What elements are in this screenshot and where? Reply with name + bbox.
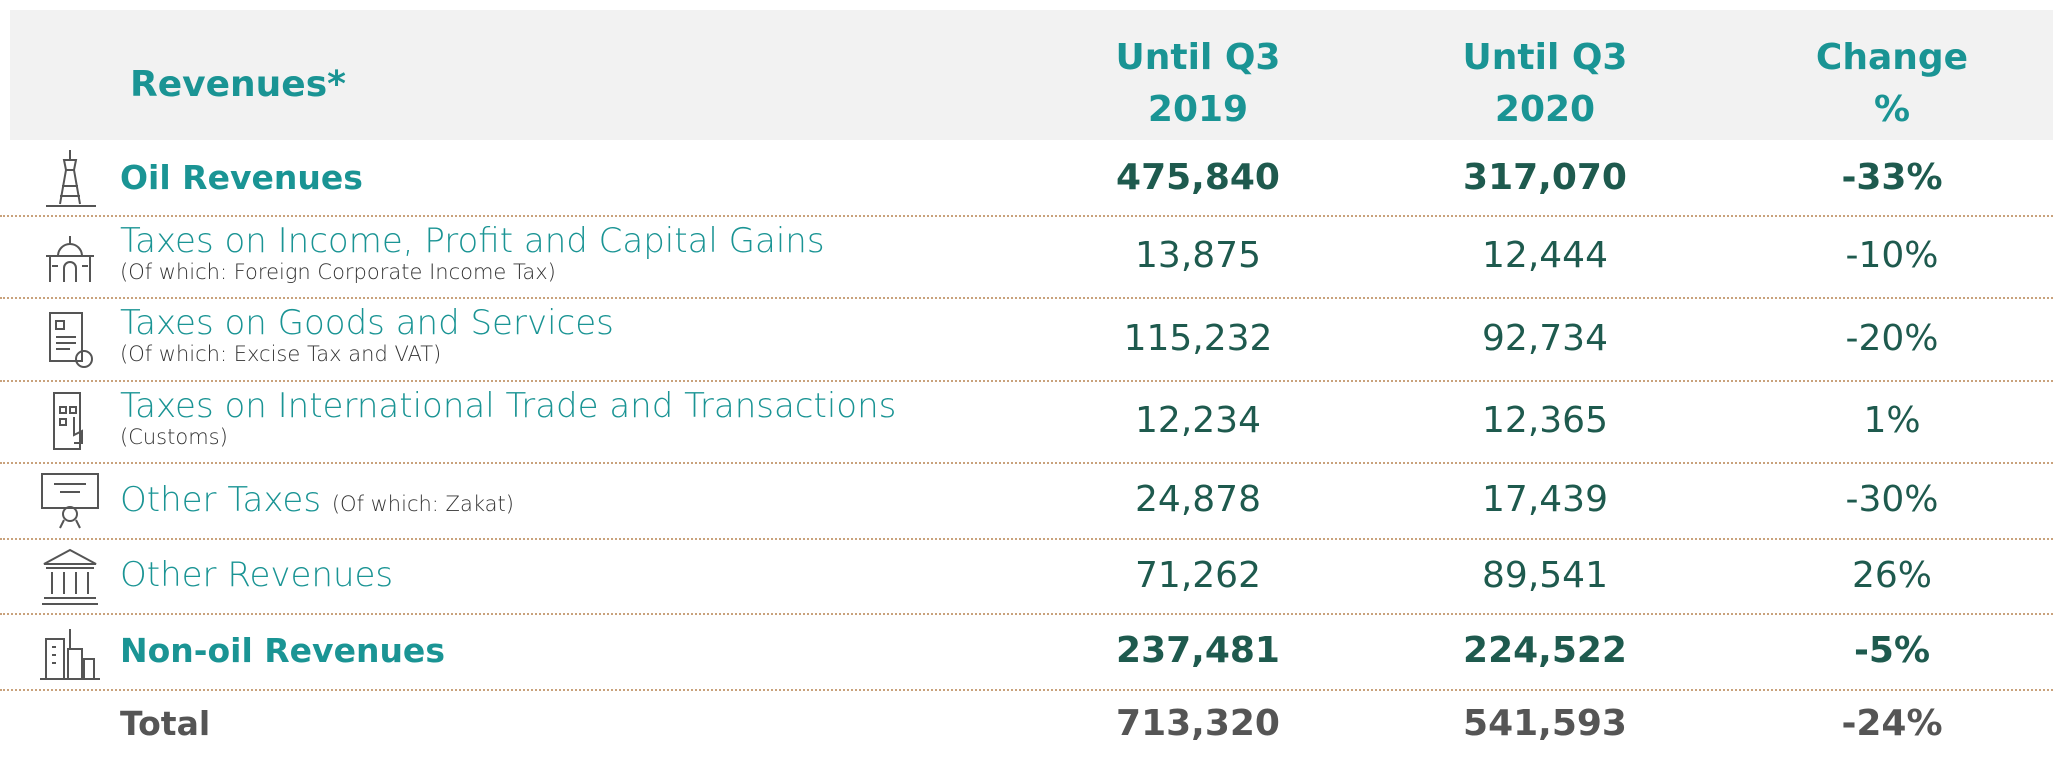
row-label: Oil Revenues bbox=[120, 140, 363, 215]
row-label: Taxes on Goods and Services (Of which: Ex… bbox=[120, 305, 614, 367]
row-label-text: Other Taxes bbox=[120, 480, 322, 520]
table-row: Total 713,320 541,593 -24% bbox=[0, 689, 2053, 759]
table-row: Taxes on International Trade and Transac… bbox=[0, 380, 2053, 464]
cell-value: 17,439 bbox=[1482, 479, 1608, 520]
row-label: Non-oil Revenues bbox=[120, 613, 445, 689]
column-header-line: % bbox=[1873, 89, 1911, 130]
header-title: Revenues* bbox=[130, 64, 346, 105]
column-header: Until Q3 2020 bbox=[1385, 32, 1705, 136]
cell-value: 237,481 bbox=[1116, 630, 1280, 671]
row-label-text: Total bbox=[120, 704, 211, 743]
cell-value: -30% bbox=[1845, 479, 1939, 520]
row-label: Taxes on International Trade and Transac… bbox=[120, 388, 896, 450]
table-row: Taxes on Goods and Services (Of which: Ex… bbox=[0, 297, 2053, 382]
column-header-line: Change bbox=[1815, 37, 1969, 78]
header: Revenues* Until Q3 2019 Until Q3 2020 Change… bbox=[10, 10, 2053, 140]
column-header-line: Until Q3 bbox=[1462, 37, 1628, 78]
column-header-line: 2019 bbox=[1147, 89, 1249, 130]
row-label-text: Non-oil Revenues bbox=[120, 631, 445, 670]
row-icon bbox=[53, 392, 83, 450]
table-row: Other Taxes (Of which: Zakat) 24,878 17,43… bbox=[0, 462, 2053, 540]
cell-value: 541,593 bbox=[1463, 703, 1627, 744]
cell-value: -5% bbox=[1853, 630, 1931, 671]
row-label: Other Revenues bbox=[120, 538, 393, 613]
column-header: Change% bbox=[1732, 32, 2052, 136]
cell-value: 92,734 bbox=[1482, 318, 1608, 359]
cell-value: 13,875 bbox=[1135, 235, 1261, 276]
row-label-text: Taxes on Goods and Services bbox=[120, 303, 614, 343]
row-label-text: Other Revenues bbox=[120, 555, 394, 595]
cell-value: -24% bbox=[1841, 703, 1943, 744]
row-note: (Of which: Excise Tax and VAT) bbox=[120, 342, 442, 366]
cell-value: 24,878 bbox=[1135, 479, 1261, 520]
row-icon bbox=[40, 629, 100, 680]
row-label: Other Taxes (Of which: Zakat) bbox=[120, 462, 514, 542]
cell-value: 713,320 bbox=[1116, 703, 1280, 744]
column-header-line: 2020 bbox=[1494, 89, 1596, 130]
column-header: Until Q3 2019 bbox=[1038, 32, 1358, 136]
table-row: Oil Revenues 475,840 317,070 -33% bbox=[0, 140, 2053, 217]
row-icon bbox=[41, 473, 99, 529]
row-icon bbox=[42, 548, 98, 605]
cell-value: 89,541 bbox=[1482, 555, 1608, 596]
row-label-text: Taxes on Income, Profit and Capital Gain… bbox=[120, 221, 825, 261]
cell-value: 12,444 bbox=[1482, 235, 1608, 276]
cell-value: 317,070 bbox=[1463, 157, 1627, 198]
row-note: (Customs) bbox=[120, 425, 228, 449]
column-header-line: Until Q3 bbox=[1115, 37, 1281, 78]
cell-value: 12,234 bbox=[1135, 400, 1261, 441]
row-label-text: Oil Revenues bbox=[120, 158, 363, 197]
row-icon bbox=[46, 149, 96, 207]
cell-value: 224,522 bbox=[1463, 630, 1627, 671]
row-note: (Of which: Foreign Corporate Income Tax) bbox=[120, 260, 556, 284]
cell-value: 12,365 bbox=[1482, 400, 1608, 441]
cell-value: 71,262 bbox=[1135, 555, 1261, 596]
row-label-text: Taxes on International Trade and Transac… bbox=[120, 386, 897, 426]
cell-value: 1% bbox=[1863, 400, 1921, 441]
cell-value: 115,232 bbox=[1123, 318, 1273, 359]
cell-value: -20% bbox=[1845, 318, 1939, 359]
row-label: Total bbox=[120, 689, 210, 759]
cell-value: -33% bbox=[1841, 157, 1943, 198]
row-icon bbox=[49, 311, 93, 368]
cell-value: 26% bbox=[1851, 555, 1932, 596]
cell-value: -10% bbox=[1845, 235, 1939, 276]
table-row: Other Revenues 71,262 89,541 26% bbox=[0, 538, 2053, 615]
row-label: Taxes on Income, Profit and Capital Gain… bbox=[120, 223, 825, 285]
cell-value: 475,840 bbox=[1116, 157, 1280, 198]
row-icon bbox=[46, 236, 94, 282]
row-note: (Of which: Zakat) bbox=[331, 492, 514, 516]
table-row: Taxes on Income, Profit and Capital Gain… bbox=[0, 215, 2053, 299]
table-row: Non-oil Revenues 237,481 224,522 -5% bbox=[0, 613, 2053, 691]
